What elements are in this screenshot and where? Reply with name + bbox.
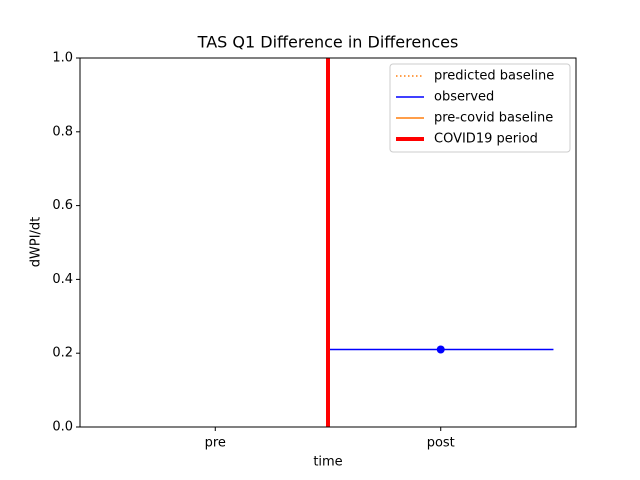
y-tick-label: 0.0 (52, 420, 73, 435)
legend: predicted baseline observed pre-covid base… (389, 63, 571, 153)
legend-box (389, 63, 571, 153)
x-tick-label: post (427, 436, 455, 451)
legend-label: observed (434, 90, 494, 105)
y-tick-label: 0.8 (52, 124, 73, 139)
x-axis-label: time (313, 455, 342, 470)
legend-label: pre-covid baseline (434, 111, 553, 126)
y-tick-label: 1.0 (52, 51, 73, 66)
chart-title: TAS Q1 Difference in Differences (197, 33, 459, 52)
legend-label: COVID19 period (434, 132, 538, 147)
x-tick-label: pre (205, 436, 226, 451)
y-tick-label: 0.2 (52, 346, 73, 361)
legend-label: predicted baseline (434, 69, 554, 84)
marker (436, 345, 445, 354)
y-tick-label: 0.4 (52, 272, 73, 287)
axes-frame (79, 57, 577, 428)
y-axis-label: dWPI/dt (29, 217, 44, 268)
y-tick-label: 0.6 (52, 198, 73, 213)
